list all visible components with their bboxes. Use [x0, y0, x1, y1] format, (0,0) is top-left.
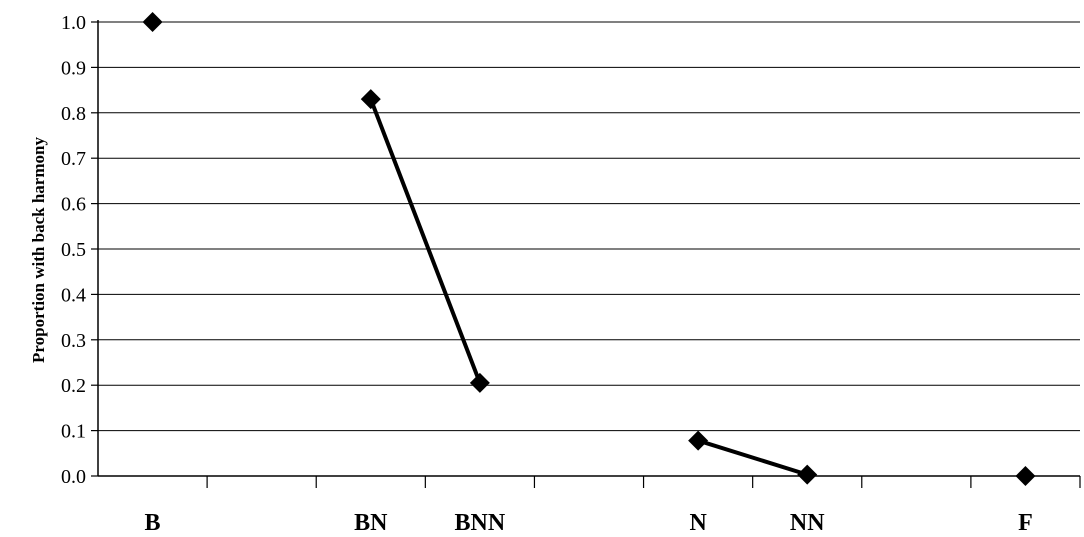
data-point-f: [1015, 466, 1035, 486]
data-point-n: [688, 431, 708, 451]
x-category-label: N: [689, 510, 707, 536]
y-tick-label: 0.4: [61, 284, 86, 306]
x-category-labels: B BN BNN N NN F: [145, 510, 1033, 536]
x-category-label: BNN: [455, 510, 506, 536]
y-tick-label: 0.3: [61, 330, 86, 352]
axes: [91, 20, 1080, 488]
y-tick-label: 0.5: [61, 239, 86, 261]
x-category-label: B: [145, 510, 161, 536]
data-point-bnn: [470, 373, 490, 393]
data-point-bn: [361, 89, 381, 109]
x-category-label: BN: [354, 510, 388, 536]
y-tick-labels: 0.0 0.1 0.2 0.3 0.4 0.5 0.6 0.7 0.8 0.9 1.0: [61, 12, 86, 488]
series-line-segment: [698, 441, 807, 475]
y-axis-title: Proportion with back harmony: [29, 137, 48, 363]
x-category-label: F: [1018, 510, 1033, 536]
y-tick-label: 0.6: [61, 194, 86, 216]
y-tick-label: 0.7: [61, 148, 86, 170]
y-tick-label: 0.0: [61, 466, 86, 488]
y-tick-label: 1.0: [61, 12, 86, 34]
x-category-label: NN: [790, 510, 825, 536]
y-tick-label: 0.8: [61, 103, 86, 125]
data-point-b: [143, 12, 163, 32]
data-point-nn: [797, 465, 817, 485]
y-tick-label: 0.9: [61, 57, 86, 79]
gridlines: [98, 22, 1080, 431]
y-tick-label: 0.2: [61, 375, 86, 397]
series-line-segment: [371, 99, 480, 383]
y-tick-label: 0.1: [61, 421, 86, 443]
